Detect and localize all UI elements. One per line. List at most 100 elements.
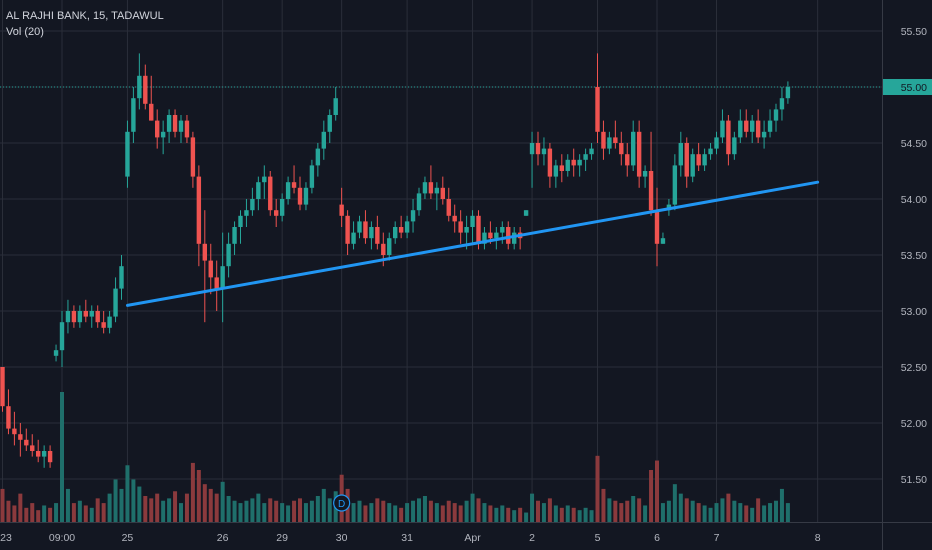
volume-bar (190, 462, 195, 522)
volume-bar (524, 512, 529, 522)
candle-body (702, 154, 707, 166)
candle-body (143, 75, 148, 104)
candle-body (464, 227, 469, 233)
volume-bar (321, 488, 326, 522)
time-axis-label: 09:00 (49, 532, 75, 544)
price-axis-label: 52.50 (901, 362, 927, 374)
candle-body (535, 143, 541, 155)
candle-body (595, 87, 600, 132)
time-axis-label: 23 (0, 532, 12, 544)
volume-bar (298, 498, 302, 522)
volume-bar (303, 503, 308, 522)
candle-body (375, 227, 380, 244)
candle-body (59, 322, 65, 351)
volume-bar (631, 496, 636, 522)
volume-bar (601, 488, 606, 522)
volume-bar (161, 500, 166, 522)
volume-bar (506, 507, 511, 522)
candle-body (184, 120, 190, 138)
volume-bar (452, 503, 457, 522)
volume-bar (143, 496, 148, 522)
volume-bar (690, 500, 695, 522)
volume-bar (107, 493, 112, 522)
volume-bar (274, 500, 279, 522)
candle-body (529, 143, 535, 155)
candle-body (696, 154, 701, 166)
candle-body (559, 165, 564, 171)
volume-bar (220, 481, 225, 522)
candle-body (297, 187, 303, 205)
candle-body (274, 210, 279, 216)
candle-body (125, 131, 130, 177)
last-price-tag-label: 55.00 (901, 82, 927, 94)
candle-body (166, 115, 172, 132)
volume-bar (774, 500, 778, 522)
volume-bar (232, 500, 237, 522)
candle-body (381, 243, 386, 255)
candle-body (113, 288, 118, 317)
volume-bar (708, 507, 713, 522)
candle-body (625, 154, 630, 166)
candle-body (767, 120, 773, 132)
volume-bar (238, 503, 243, 522)
candle-body (583, 154, 588, 160)
volume-bar (6, 500, 11, 522)
candle-body (303, 187, 309, 205)
volume-bar (738, 503, 743, 522)
candle-body (648, 171, 654, 211)
time-axis-label: 30 (336, 532, 348, 544)
volume-bar (12, 505, 17, 522)
candle-body (607, 137, 612, 149)
volume-bar (732, 500, 737, 522)
candle-body (262, 176, 267, 183)
candle-body (601, 131, 606, 149)
volume-bar (660, 503, 665, 522)
candle-body (285, 182, 291, 199)
candle-body (785, 87, 791, 99)
price-axis-label: 51.50 (901, 474, 927, 486)
volume-bar (637, 498, 642, 522)
candle-body (24, 439, 29, 446)
candle-body (387, 238, 392, 255)
candle-body (744, 120, 749, 132)
volume-bar (309, 500, 314, 522)
candle-body (446, 199, 451, 216)
price-axis-label: 52.00 (901, 418, 927, 430)
volume-bar (678, 493, 683, 522)
volume-bar (470, 493, 475, 522)
volume-bar (357, 500, 362, 522)
volume-bar (536, 500, 540, 522)
candle-body (232, 227, 237, 244)
candle-body (732, 137, 737, 155)
volume-bar (553, 505, 558, 522)
volume-bar (726, 493, 731, 522)
volume-bar (530, 493, 535, 522)
candle-body (523, 210, 529, 216)
volume-bar (559, 507, 564, 522)
candle-body (678, 143, 683, 166)
volume-bar (649, 470, 654, 522)
volume-bar (482, 503, 487, 522)
candle-body (178, 120, 184, 132)
candle-body (149, 103, 154, 121)
candle-body (155, 120, 160, 138)
candle-body (30, 445, 35, 451)
candle-body (726, 120, 731, 155)
volume-bar (666, 500, 671, 522)
volume-bar (173, 491, 178, 522)
volume-bar (405, 503, 410, 522)
candle-body (339, 204, 344, 216)
volume-bar (65, 488, 70, 522)
candle-body (333, 98, 338, 115)
volume-bar (589, 510, 594, 522)
volume-bar (518, 507, 523, 522)
candle-body (410, 210, 416, 222)
candle-body (750, 120, 755, 132)
volume-bar (571, 507, 576, 522)
volume-bar (315, 496, 320, 522)
volume-bar (149, 498, 154, 522)
volume-bar (89, 507, 94, 522)
candle-body (95, 311, 100, 323)
candle-body (434, 187, 440, 194)
